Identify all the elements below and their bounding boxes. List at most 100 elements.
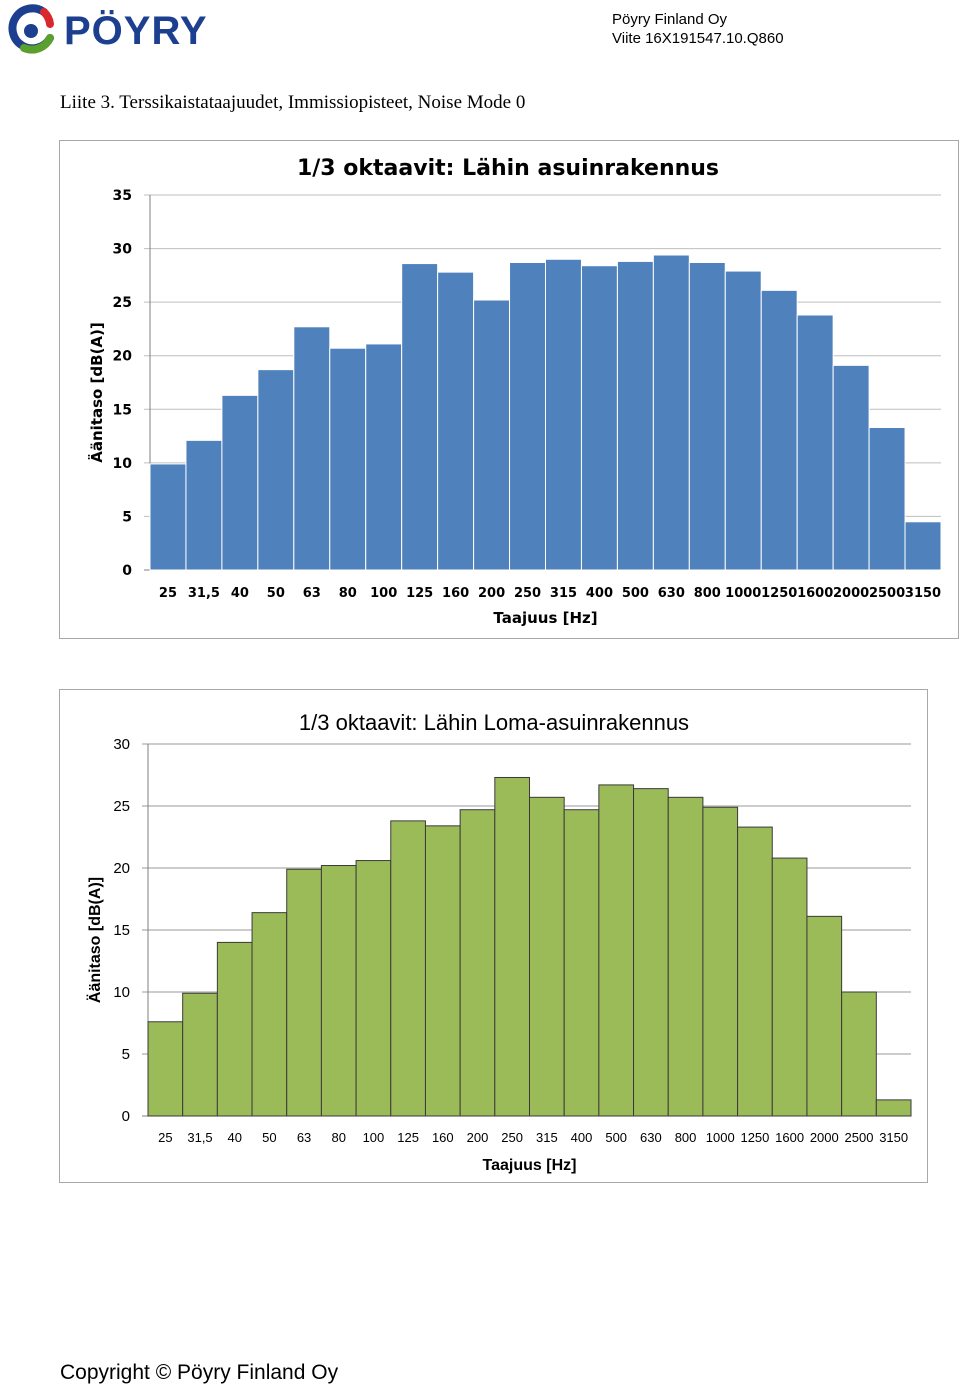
x-tick-label: 80 (332, 1130, 346, 1145)
bar (185, 439, 223, 571)
y-tick-label: 15 (113, 402, 132, 418)
x-tick-label: 25 (158, 1130, 172, 1145)
bar (401, 263, 439, 571)
x-tick-label: 3150 (879, 1130, 908, 1145)
y-tick-label: 25 (113, 798, 130, 815)
bar (841, 991, 877, 1117)
x-tick-label: 1600 (775, 1130, 804, 1145)
bar (251, 912, 288, 1117)
bar (563, 809, 600, 1117)
bar (771, 857, 808, 1117)
x-tick-label: 160 (442, 586, 469, 601)
bar (667, 796, 704, 1117)
bar (494, 776, 530, 1117)
y-axis-label: Äänitaso [dB(A)] (86, 877, 104, 1003)
x-tick-label: 80 (339, 586, 357, 601)
y-tick-label: 10 (113, 984, 130, 1001)
bar (904, 521, 942, 571)
x-tick-label: 500 (605, 1130, 627, 1145)
x-tick-label: 200 (478, 586, 505, 601)
bar (806, 915, 843, 1117)
chart-nearest-holiday-residence: 0 5 10 15 20 25 30 25 31,5 40 50 63 80 100 125 160 200 25… (59, 689, 928, 1183)
bar (424, 825, 461, 1117)
x-tick-label: 1000 (725, 586, 761, 601)
bar (702, 806, 739, 1117)
x-tick-label: 40 (227, 1130, 241, 1145)
bar (355, 860, 392, 1117)
bar (286, 868, 322, 1117)
header-info: Pöyry Finland Oy Viite 16X191547.10.Q860 (612, 10, 784, 48)
company-name: Pöyry Finland Oy (612, 11, 728, 28)
chart-nearest-residence: 0 5 10 15 20 25 30 35 25 31,5 40 50 63 80 100 125 160 200… (59, 140, 959, 639)
x-tick-label: 50 (267, 586, 285, 601)
x-tick-label: 3150 (905, 586, 941, 601)
bar (365, 343, 403, 571)
x-tick-label: 63 (303, 586, 321, 601)
bar (796, 314, 834, 571)
x-axis-label: Taajuus [Hz] (483, 1157, 577, 1174)
bar (459, 809, 496, 1117)
y-tick-label: 5 (122, 1046, 130, 1063)
x-tick-label: 2000 (810, 1130, 839, 1145)
chart-title: 1/3 oktaavit: Lähin asuinrakennus (297, 156, 719, 181)
x-tick-label: 800 (694, 586, 721, 601)
x-tick-label: 1600 (797, 586, 833, 601)
x-tick-label: 1250 (740, 1130, 769, 1145)
bar (737, 826, 773, 1117)
x-tick-label: 250 (514, 586, 541, 601)
y-axis-label: Äänitaso [dB(A)] (87, 322, 106, 463)
bar (688, 262, 726, 571)
x-tick-label: 630 (640, 1130, 662, 1145)
x-tick-label: 100 (363, 1130, 385, 1145)
y-tick-label: 5 (122, 509, 132, 525)
bar (529, 796, 565, 1117)
x-tick-label: 630 (658, 586, 685, 601)
bar (652, 254, 690, 571)
poyry-logo-mark-icon (8, 4, 54, 54)
bar (329, 347, 367, 571)
bar (182, 992, 218, 1117)
y-tick-label: 0 (122, 563, 132, 579)
bar (616, 260, 654, 571)
x-tick-label: 1250 (761, 586, 797, 601)
reference-number: Viite 16X191547.10.Q860 (612, 30, 784, 47)
bar (221, 394, 259, 571)
bar (437, 271, 475, 571)
copyright-footer: Copyright © Pöyry Finland Oy (60, 1361, 339, 1384)
chart-nearest-residence-svg: 0 5 10 15 20 25 30 35 25 31,5 40 50 63 80 100 125 160 200… (87, 156, 942, 627)
chart-title: 1/3 oktaavit: Lähin Loma-asuinrakennus (299, 710, 689, 735)
x-tick-label: 800 (675, 1130, 697, 1145)
x-tick-label: 125 (406, 586, 433, 601)
bar (760, 289, 798, 571)
bar (216, 941, 253, 1117)
bar (293, 326, 331, 571)
x-tick-label: 40 (231, 586, 249, 601)
bar (320, 865, 357, 1117)
x-tick-label: 160 (432, 1130, 454, 1145)
x-tick-label: 100 (370, 586, 397, 601)
x-tick-label: 2500 (845, 1130, 874, 1145)
bar (633, 788, 669, 1117)
bar (875, 1099, 912, 1117)
logo-text: PÖYRY (64, 9, 208, 53)
y-tick-label: 0 (122, 1108, 130, 1125)
y-tick-label: 30 (113, 242, 133, 258)
bar (257, 369, 295, 571)
x-tick-label: 25 (159, 586, 177, 601)
x-tick-label: 2000 (833, 586, 869, 601)
x-tick-label: 250 (501, 1130, 523, 1145)
x-axis-label: Taajuus [Hz] (493, 609, 597, 627)
bar (868, 427, 906, 571)
y-tick-label: 20 (113, 860, 130, 877)
x-tick-label: 63 (297, 1130, 311, 1145)
bar (580, 265, 618, 571)
bar (147, 1021, 184, 1117)
bar (545, 258, 582, 571)
x-tick-label: 31,5 (188, 586, 220, 601)
y-tick-label: 35 (113, 188, 132, 204)
page-title: Liite 3. Terssikaistataajuudet, Immissio… (60, 92, 526, 113)
poyry-logo: PÖYRY (4, 4, 244, 56)
x-tick-label: 500 (622, 586, 649, 601)
x-tick-label: 1000 (706, 1130, 735, 1145)
x-tick-label: 200 (467, 1130, 489, 1145)
